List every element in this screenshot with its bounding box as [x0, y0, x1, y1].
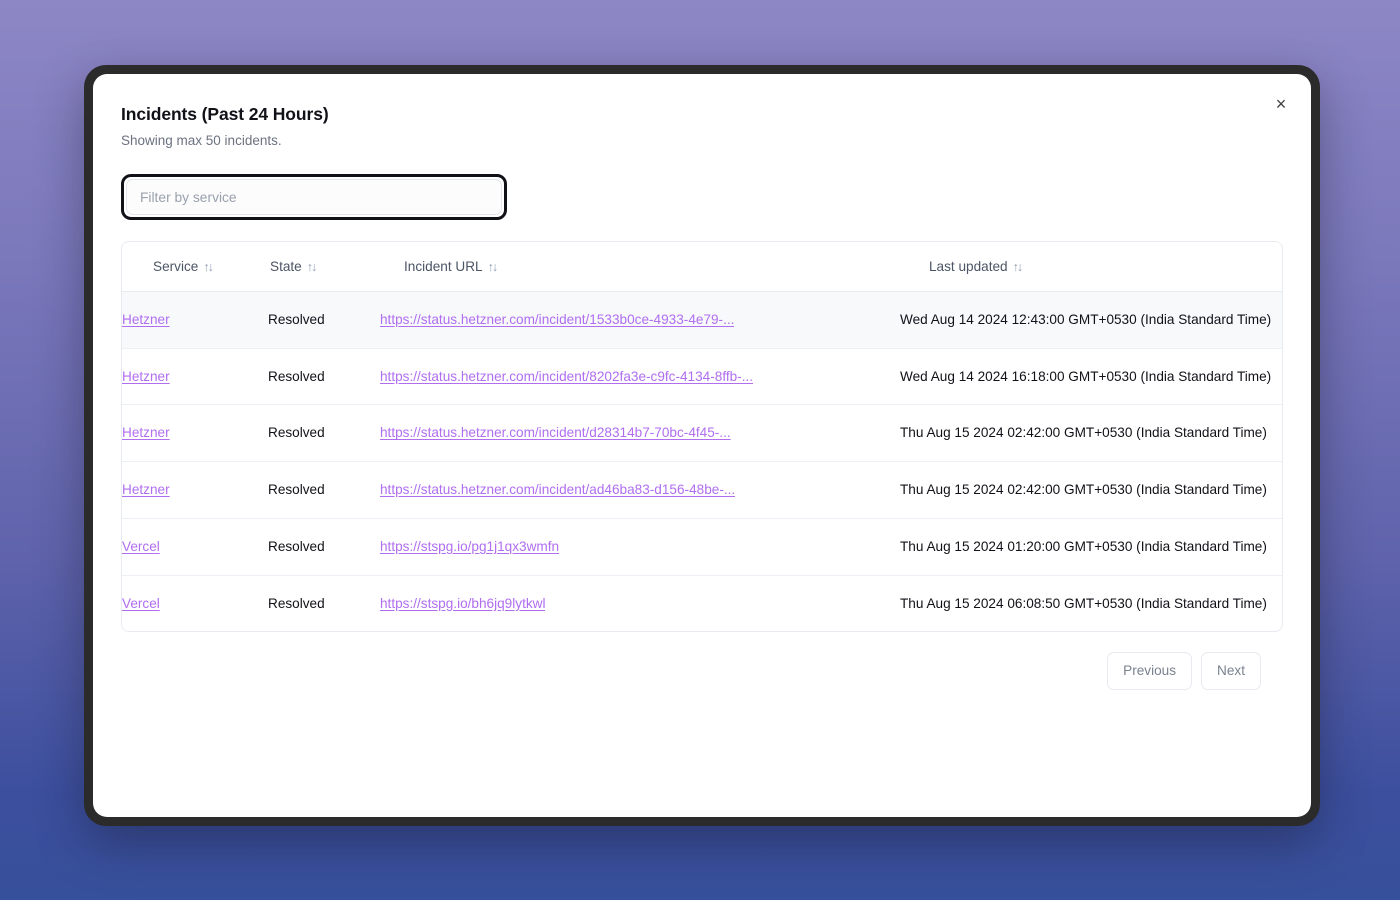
- cell-incident-url: https://status.hetzner.com/incident/d283…: [380, 404, 900, 463]
- service-link[interactable]: Hetzner: [122, 312, 170, 327]
- cell-service: Vercel: [122, 575, 268, 631]
- service-link[interactable]: Vercel: [122, 595, 160, 611]
- filter-input-wrapper: [121, 174, 507, 220]
- search-input[interactable]: [126, 179, 502, 215]
- cell-service: Vercel: [122, 518, 268, 576]
- sort-arrows-icon[interactable]: ↑↓: [487, 260, 498, 274]
- column-header-last-updated-label: Last updated: [929, 259, 1008, 274]
- pagination: Previous Next: [121, 632, 1283, 690]
- cell-last-updated: Thu Aug 15 2024 06:08:50 GMT+0530 (India…: [900, 595, 1267, 611]
- cell-last-updated: Thu Aug 15 2024 02:42:00 GMT+0530 (India…: [900, 461, 1282, 519]
- service-link[interactable]: Hetzner: [122, 368, 170, 384]
- cell-service: Hetzner: [122, 404, 268, 463]
- modal-body: Incidents (Past 24 Hours) Showing max 50…: [93, 74, 1311, 690]
- cell-incident-url: https://stspg.io/pg1j1qx3wmfn: [380, 518, 900, 576]
- status-badge: Resolved: [268, 518, 380, 576]
- cell-last-updated: Thu Aug 15 2024 01:20:00 GMT+0530 (India…: [900, 518, 1282, 576]
- incident-url-link[interactable]: https://status.hetzner.com/incident/d283…: [380, 425, 731, 441]
- cell-last-updated: Wed Aug 14 2024 16:18:00 GMT+0530 (India…: [900, 348, 1282, 406]
- previous-button[interactable]: Previous: [1107, 652, 1193, 690]
- table-header-row: Service ↑↓ State ↑↓ Incident URL ↑↓ Last up…: [122, 242, 1282, 292]
- table-body: Hetzner Resolved https://status.hetzner.…: [122, 291, 1282, 632]
- status-badge: Resolved: [268, 595, 325, 611]
- incident-url-link[interactable]: https://stspg.io/pg1j1qx3wmfn: [380, 538, 560, 554]
- page-subtitle: Showing max 50 incidents.: [121, 133, 282, 148]
- cell-last-updated: Thu Aug 15 2024 02:42:00 GMT+0530 (India…: [900, 404, 1282, 463]
- cell-incident-url: https://status.hetzner.com/incident/8202…: [380, 348, 900, 406]
- table-row: Hetzner Resolved https://status.hetzner.…: [122, 404, 1282, 463]
- incidents-modal-panel: × Incidents (Past 24 Hours) Showing max …: [93, 74, 1311, 817]
- table-row: Vercel Resolved https://stspg.io/pg1j1qx…: [122, 518, 1282, 576]
- table-header: Service ↑↓ State ↑↓ Incident URL ↑↓ Last up…: [122, 242, 1282, 292]
- column-header-service-label: Service: [153, 259, 199, 274]
- close-icon[interactable]: ×: [1268, 91, 1294, 117]
- sort-arrows-icon[interactable]: ↑↓: [203, 260, 213, 274]
- cell-service: Hetzner: [122, 461, 268, 519]
- cell-service: Hetzner: [122, 291, 268, 349]
- table-row: Hetzner Resolved https://status.hetzner.…: [122, 291, 1282, 349]
- status-badge: Resolved: [268, 348, 380, 406]
- table-row: Hetzner Resolved https://status.hetzner.…: [122, 461, 1282, 519]
- service-link[interactable]: Vercel: [122, 538, 160, 554]
- table-row: Vercel Resolved https://stspg.io/bh6jq9l…: [122, 575, 1282, 631]
- incidents-modal-frame: × Incidents (Past 24 Hours) Showing max …: [84, 65, 1320, 826]
- cell-incident-url: https://status.hetzner.com/incident/ad46…: [380, 461, 900, 519]
- page-title: Incidents (Past 24 Hours): [121, 104, 329, 124]
- cell-incident-url: https://status.hetzner.com/incident/1533…: [380, 291, 900, 349]
- cell-last-updated: Wed Aug 14 2024 12:43:00 GMT+0530 (India…: [900, 291, 1282, 349]
- column-header-service[interactable]: Service ↑↓: [122, 242, 268, 292]
- cell-incident-url: https://stspg.io/bh6jq9lytkwl: [380, 575, 900, 631]
- service-link[interactable]: Hetzner: [122, 425, 170, 441]
- sort-arrows-icon[interactable]: ↑↓: [1012, 260, 1023, 274]
- incident-url-link[interactable]: https://status.hetzner.com/incident/ad46…: [380, 482, 736, 498]
- incidents-table-wrapper: Service ↑↓ State ↑↓ Incident URL ↑↓ Last up…: [121, 241, 1283, 633]
- column-header-incident-url-label: Incident URL: [404, 259, 483, 274]
- incidents-table: Service ↑↓ State ↑↓ Incident URL ↑↓ Last up…: [122, 242, 1282, 631]
- cell-service: Hetzner: [122, 348, 268, 406]
- column-header-state[interactable]: State ↑↓: [268, 242, 380, 292]
- sort-arrows-icon[interactable]: ↑↓: [306, 260, 317, 274]
- status-badge: Resolved: [268, 461, 380, 519]
- table-row: Hetzner Resolved https://status.hetzner.…: [122, 348, 1282, 406]
- next-button[interactable]: Next: [1201, 652, 1261, 690]
- column-header-last-updated[interactable]: Last updated ↑↓: [900, 242, 1282, 292]
- column-header-state-label: State: [270, 259, 302, 274]
- status-badge: Resolved: [268, 291, 380, 349]
- status-badge: Resolved: [268, 404, 380, 463]
- service-link[interactable]: Hetzner: [122, 482, 170, 498]
- column-header-incident-url[interactable]: Incident URL ↑↓: [380, 242, 900, 292]
- incident-url-link[interactable]: https://status.hetzner.com/incident/8202…: [380, 368, 754, 384]
- incident-url-link[interactable]: https://status.hetzner.com/incident/1533…: [380, 312, 735, 327]
- incident-url-link[interactable]: https://stspg.io/bh6jq9lytkwl: [380, 595, 546, 611]
